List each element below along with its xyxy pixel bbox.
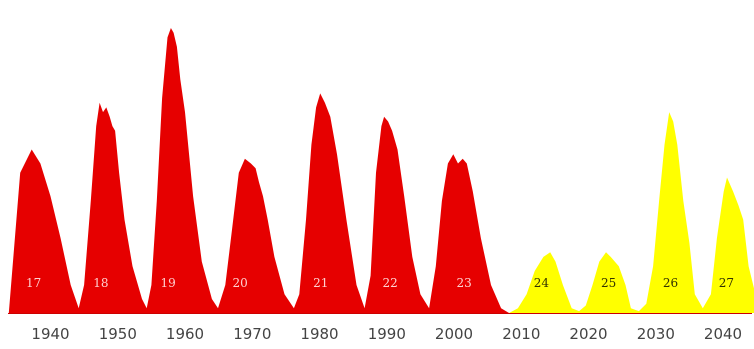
observed-area-series (8, 28, 510, 313)
x-tick-label-2030: 2030 (637, 325, 675, 343)
x-tick-label-1970: 1970 (233, 325, 271, 343)
cycle-label-24: 24 (534, 276, 550, 290)
x-tick-label-2010: 2010 (502, 325, 540, 343)
cycle-labels: 17 18 19 20 21 22 23 24 25 26 27 (26, 276, 734, 290)
x-tick-label-1960: 1960 (166, 325, 204, 343)
cycle-label-25: 25 (601, 276, 616, 290)
x-tick-label-1990: 1990 (368, 325, 406, 343)
x-tick-label-2040: 2040 (704, 325, 742, 343)
x-tick-label-1940: 1940 (31, 325, 69, 343)
x-tick-label-1950: 1950 (99, 325, 137, 343)
cycle-label-26: 26 (663, 276, 678, 290)
cycle-label-21: 21 (313, 276, 328, 290)
x-tick-label-1980: 1980 (300, 325, 338, 343)
cycle-label-19: 19 (161, 276, 176, 290)
cycle-label-17: 17 (26, 276, 41, 290)
x-axis-ticks: 1940 1950 1960 1970 1980 1990 2000 2010 2020 2030… (31, 325, 742, 343)
x-tick-label-2020: 2020 (569, 325, 607, 343)
area-layer (8, 28, 754, 313)
cycle-label-23: 23 (456, 276, 471, 290)
predicted-area-series (509, 112, 754, 313)
cycle-label-20: 20 (232, 276, 247, 290)
x-tick-label-2000: 2000 (435, 325, 473, 343)
cycle-label-22: 22 (382, 276, 397, 290)
cycle-label-27: 27 (719, 276, 734, 290)
cycle-label-18: 18 (93, 276, 108, 290)
